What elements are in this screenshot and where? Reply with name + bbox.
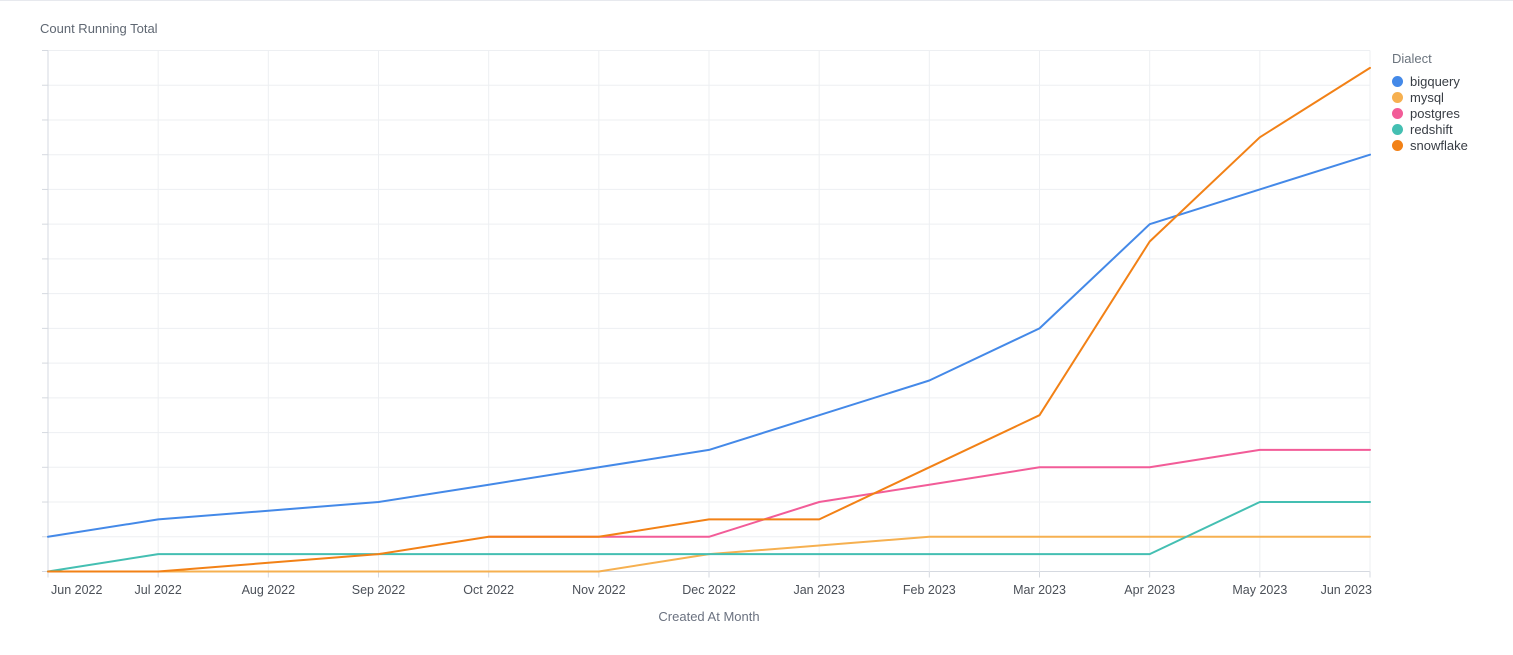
x-tick-label: Mar 2023 [1013, 583, 1066, 597]
legend-item-snowflake[interactable]: snowflake [1392, 137, 1510, 153]
legend-title: Dialect [1392, 51, 1432, 66]
series-line-snowflake[interactable] [47, 66, 1371, 573]
x-tick-label: Oct 2022 [463, 583, 514, 597]
x-tick-label: Jan 2023 [793, 583, 844, 597]
mysql-swatch-icon [1392, 91, 1403, 103]
x-tick-label: Apr 2023 [1124, 583, 1175, 597]
legend: Dialect bigquery mysql postgres redshift sno… [1392, 51, 1510, 153]
axes [42, 50, 1371, 578]
series-lines [47, 66, 1371, 573]
x-tick-label: Sep 2022 [352, 583, 406, 597]
x-tick-label: Jun 2022 [51, 583, 102, 597]
snowflake-swatch-icon [1392, 139, 1403, 151]
postgres-swatch-icon [1392, 107, 1403, 119]
x-tick-label: Aug 2022 [242, 583, 296, 597]
x-tick-label: Jul 2022 [135, 583, 182, 597]
series-line-redshift[interactable] [47, 501, 1371, 573]
legend-item-mysql[interactable]: mysql [1392, 89, 1510, 105]
legend-item-label: postgres [1410, 105, 1460, 121]
x-axis-title: Created At Month [658, 609, 759, 624]
legend-item-label: mysql [1410, 89, 1444, 105]
gridlines [48, 50, 1371, 572]
legend-item-label: bigquery [1410, 73, 1460, 89]
legend-item-postgres[interactable]: postgres [1392, 105, 1510, 121]
legend-item-redshift[interactable]: redshift [1392, 121, 1510, 137]
x-tick-label: Jun 2023 [1321, 583, 1372, 597]
legend-item-bigquery[interactable]: bigquery [1392, 73, 1510, 89]
legend-items: bigquery mysql postgres redshift snowflake [1392, 73, 1510, 153]
x-tick-label: Dec 2022 [682, 583, 736, 597]
legend-item-label: snowflake [1410, 137, 1468, 153]
chart-title: Count Running Total [40, 21, 158, 36]
x-tick-label: Nov 2022 [572, 583, 626, 597]
x-tick-label: May 2023 [1232, 583, 1287, 597]
bigquery-swatch-icon [1392, 75, 1403, 87]
axis-labels: Jun 2022 Jul 2022 Aug 2022 Sep 2022 Oct 2022… [51, 583, 1372, 624]
redshift-swatch-icon [1392, 123, 1403, 135]
x-tick-label: Feb 2023 [903, 583, 956, 597]
legend-item-label: redshift [1410, 121, 1453, 137]
series-line-postgres[interactable] [487, 448, 1371, 538]
series-line-bigquery[interactable] [47, 153, 1371, 538]
